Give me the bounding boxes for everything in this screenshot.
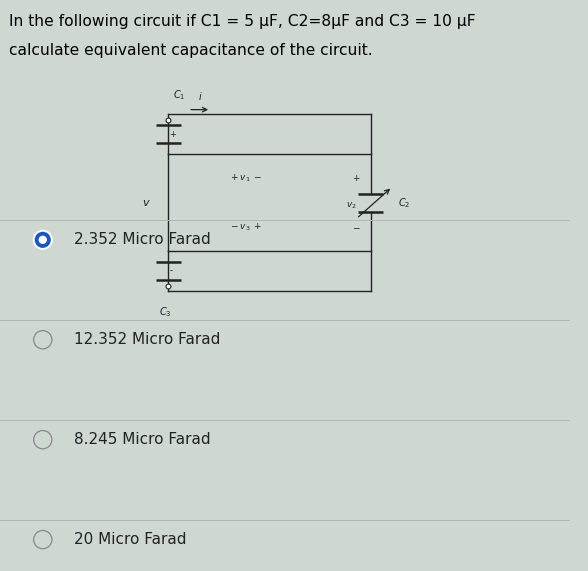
Circle shape bbox=[34, 231, 52, 249]
Text: $-\;v_3\;+$: $-\;v_3\;+$ bbox=[230, 221, 263, 233]
Text: i: i bbox=[198, 91, 201, 102]
Text: +: + bbox=[169, 130, 176, 139]
Text: $-$: $-$ bbox=[352, 223, 360, 231]
Text: $C_3$: $C_3$ bbox=[159, 305, 172, 319]
Text: $v_2$: $v_2$ bbox=[346, 200, 356, 211]
Text: $C_1$: $C_1$ bbox=[173, 88, 185, 102]
Text: $+$: $+$ bbox=[352, 174, 360, 183]
Text: v: v bbox=[142, 198, 149, 208]
Text: $+\;v_1\;-$: $+\;v_1\;-$ bbox=[230, 172, 263, 184]
Text: 8.245 Micro Farad: 8.245 Micro Farad bbox=[74, 432, 211, 447]
Text: $C_2$: $C_2$ bbox=[398, 196, 410, 210]
Text: -: - bbox=[169, 266, 172, 275]
Circle shape bbox=[39, 236, 46, 243]
Text: 2.352 Micro Farad: 2.352 Micro Farad bbox=[74, 232, 211, 247]
Text: calculate equivalent capacitance of the circuit.: calculate equivalent capacitance of the … bbox=[9, 43, 372, 58]
Text: 12.352 Micro Farad: 12.352 Micro Farad bbox=[74, 332, 220, 347]
Text: In the following circuit if C1 = 5 μF, C2=8μF and C3 = 10 μF: In the following circuit if C1 = 5 μF, C… bbox=[9, 14, 475, 29]
Text: 20 Micro Farad: 20 Micro Farad bbox=[74, 532, 186, 547]
